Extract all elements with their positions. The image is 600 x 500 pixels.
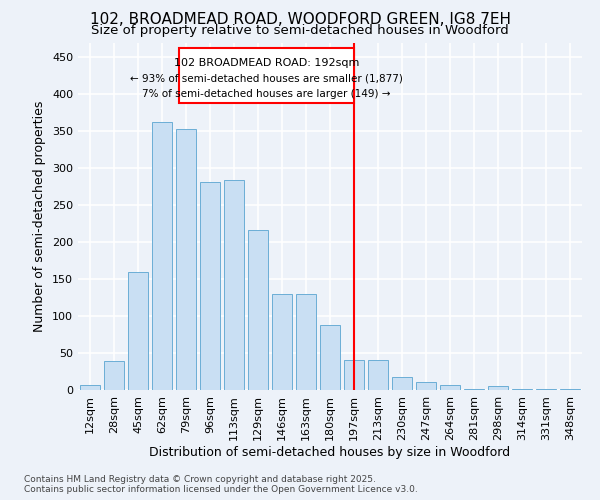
- Bar: [128, 272, 148, 390]
- Bar: [296, 294, 316, 390]
- Bar: [80, 385, 100, 390]
- Bar: [320, 325, 340, 390]
- Bar: [440, 385, 460, 390]
- Bar: [536, 388, 556, 390]
- Text: Size of property relative to semi-detached houses in Woodford: Size of property relative to semi-detach…: [91, 24, 509, 37]
- Bar: [560, 388, 580, 390]
- Bar: [344, 360, 364, 390]
- Bar: [416, 382, 436, 390]
- Bar: [272, 294, 292, 390]
- Bar: [152, 122, 172, 390]
- Text: ← 93% of semi-detached houses are smaller (1,877): ← 93% of semi-detached houses are smalle…: [130, 74, 403, 84]
- Bar: [488, 386, 508, 390]
- Bar: [200, 182, 220, 390]
- Bar: [104, 361, 124, 390]
- Bar: [392, 376, 412, 390]
- Bar: [248, 230, 268, 390]
- Bar: [512, 388, 532, 390]
- Bar: [464, 388, 484, 390]
- Bar: [224, 180, 244, 390]
- X-axis label: Distribution of semi-detached houses by size in Woodford: Distribution of semi-detached houses by …: [149, 446, 511, 458]
- Text: 102, BROADMEAD ROAD, WOODFORD GREEN, IG8 7EH: 102, BROADMEAD ROAD, WOODFORD GREEN, IG8…: [89, 12, 511, 28]
- Y-axis label: Number of semi-detached properties: Number of semi-detached properties: [34, 100, 46, 332]
- Bar: [176, 129, 196, 390]
- Bar: [368, 360, 388, 390]
- Bar: [179, 48, 354, 103]
- Text: 102 BROADMEAD ROAD: 192sqm: 102 BROADMEAD ROAD: 192sqm: [174, 58, 359, 68]
- Text: 7% of semi-detached houses are larger (149) →: 7% of semi-detached houses are larger (1…: [142, 90, 391, 100]
- Text: Contains HM Land Registry data © Crown copyright and database right 2025.
Contai: Contains HM Land Registry data © Crown c…: [24, 474, 418, 494]
